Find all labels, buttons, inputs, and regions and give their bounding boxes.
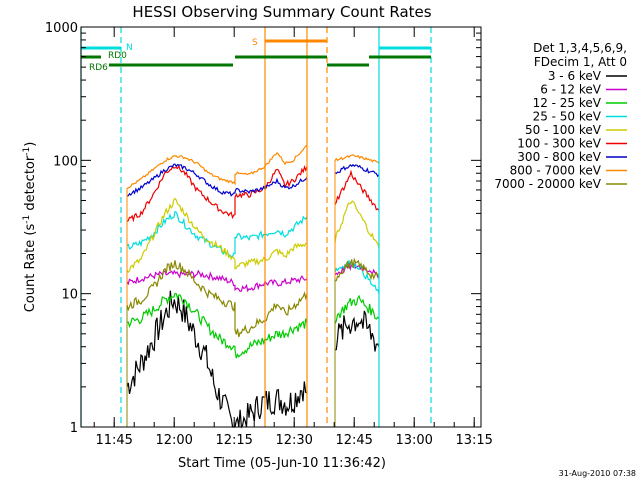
x-tick-label: 12:00	[155, 433, 192, 448]
x-axis-label: Start Time (05-Jun-10 11:36:42)	[178, 456, 386, 471]
y-tick-label: 10	[61, 288, 78, 303]
series-line-300-800-kev	[126, 163, 308, 197]
series-line-12-25-kev-seg2	[334, 294, 380, 324]
plot-frame	[80, 26, 482, 428]
legend-header-1: Det 1,3,4,5,6,9,	[533, 41, 627, 55]
y-axis-label: Count Rate (s-1 detector-1)	[22, 142, 38, 313]
series-line-3-6-kev	[126, 290, 308, 429]
flag-label-n: N	[126, 43, 133, 53]
flag-label-rd6: RD6	[89, 63, 108, 73]
series-line-12-25-kev	[126, 292, 308, 359]
x-tick-label: 13:00	[395, 433, 432, 448]
legend-label-50-100-kev: 50 - 100 keV	[525, 123, 602, 137]
y-tick-label: 1	[70, 421, 78, 436]
x-tick-label: 12:15	[215, 433, 252, 448]
legend-label-12-25-kev: 12 - 25 keV	[533, 96, 602, 110]
series-line-100-300-kev	[126, 164, 308, 223]
series-line-6-12-kev	[126, 269, 308, 293]
series-line-25-50-kev-seg2	[334, 258, 380, 294]
legend-label-100-300-kev: 100 - 300 keV	[517, 137, 601, 151]
legend-label-25-50-kev: 25 - 50 keV	[533, 110, 602, 124]
legend-label-7000-20000-kev: 7000 - 20000 keV	[494, 177, 601, 191]
x-tick-label: 11:45	[95, 433, 132, 448]
plot-series-group	[126, 144, 380, 429]
x-axis-ticks: 11:45 12:00 12:15 12:30 12:45 13:00 13:15	[93, 27, 493, 448]
series-line-300-800-kev-seg2	[334, 163, 380, 178]
x-tick-label: 13:15	[455, 433, 492, 448]
legend-header-2: FDecim 1, Att 0	[534, 55, 627, 69]
chart-title: HESSI Observing Summary Count Rates	[132, 3, 431, 21]
legend-label-3-6-kev: 3 - 6 keV	[548, 69, 602, 83]
series-line-50-100-kev	[126, 197, 308, 274]
series-line-3-6-kev-seg2	[334, 310, 380, 352]
series-line-800-7000-kev	[126, 144, 308, 190]
series-line-50-100-kev-seg2	[334, 200, 380, 249]
footer-date: 31-Aug-2010 07:38	[559, 469, 636, 478]
flag-label-s: S	[252, 38, 258, 48]
vertical-markers-group	[80, 27, 432, 427]
y-tick-label: 1000	[45, 21, 78, 36]
series-line-7000-20000-kev-seg2	[335, 257, 380, 282]
legend-label-6-12-kev: 6 - 12 keV	[540, 83, 602, 97]
x-tick-label: 12:30	[275, 433, 312, 448]
series-line-800-7000-kev-seg2	[334, 154, 380, 164]
series-line-100-300-kev-seg2	[334, 169, 380, 211]
y-axis-ticks: 1 10 100 1000	[45, 21, 481, 436]
legend-label-300-800-kev: 300 - 800 keV	[517, 150, 601, 164]
flag-label-rd0: RD0	[108, 51, 127, 61]
x-tick-label: 12:45	[335, 433, 372, 448]
legend-label-800-7000-kev: 800 - 7000 keV	[510, 164, 602, 178]
series-line-6-12-kev-seg2	[334, 260, 380, 279]
series-line-7000-20000-kev	[126, 260, 308, 338]
y-tick-label: 100	[53, 154, 78, 169]
